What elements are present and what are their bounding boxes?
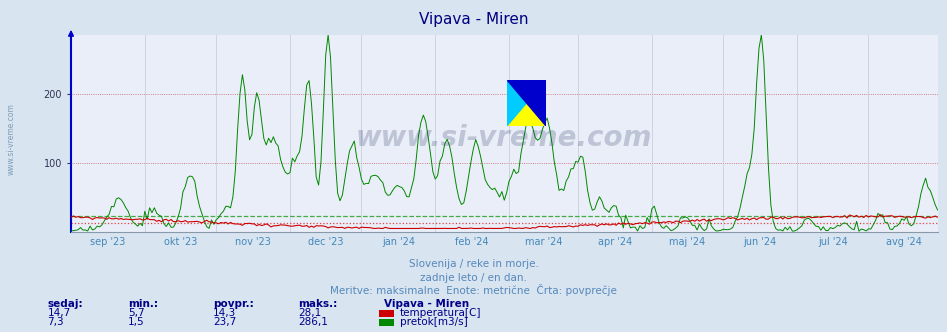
Text: min.:: min.: xyxy=(128,299,158,309)
Text: sedaj:: sedaj: xyxy=(47,299,83,309)
Text: 5,7: 5,7 xyxy=(128,308,145,318)
Polygon shape xyxy=(507,80,546,126)
Text: Vipava - Miren: Vipava - Miren xyxy=(419,12,528,27)
Text: Vipava - Miren: Vipava - Miren xyxy=(384,299,469,309)
Text: 23,7: 23,7 xyxy=(213,317,237,327)
Text: 286,1: 286,1 xyxy=(298,317,329,327)
Text: Slovenija / reke in morje.: Slovenija / reke in morje. xyxy=(408,259,539,269)
Text: temperatura[C]: temperatura[C] xyxy=(400,308,481,318)
Text: 28,1: 28,1 xyxy=(298,308,322,318)
Text: 1,5: 1,5 xyxy=(128,317,145,327)
Polygon shape xyxy=(507,80,546,126)
Text: www.si-vreme.com: www.si-vreme.com xyxy=(356,124,652,152)
Text: 14,3: 14,3 xyxy=(213,308,237,318)
Text: Meritve: maksimalne  Enote: metrične  Črta: povprečje: Meritve: maksimalne Enote: metrične Črta… xyxy=(331,284,616,296)
Text: 7,3: 7,3 xyxy=(47,317,64,327)
Text: pretok[m3/s]: pretok[m3/s] xyxy=(400,317,468,327)
Text: 14,7: 14,7 xyxy=(47,308,71,318)
Text: zadnje leto / en dan.: zadnje leto / en dan. xyxy=(420,273,527,283)
Text: maks.:: maks.: xyxy=(298,299,337,309)
Polygon shape xyxy=(507,80,527,126)
Text: www.si-vreme.com: www.si-vreme.com xyxy=(7,104,16,175)
Text: povpr.:: povpr.: xyxy=(213,299,254,309)
